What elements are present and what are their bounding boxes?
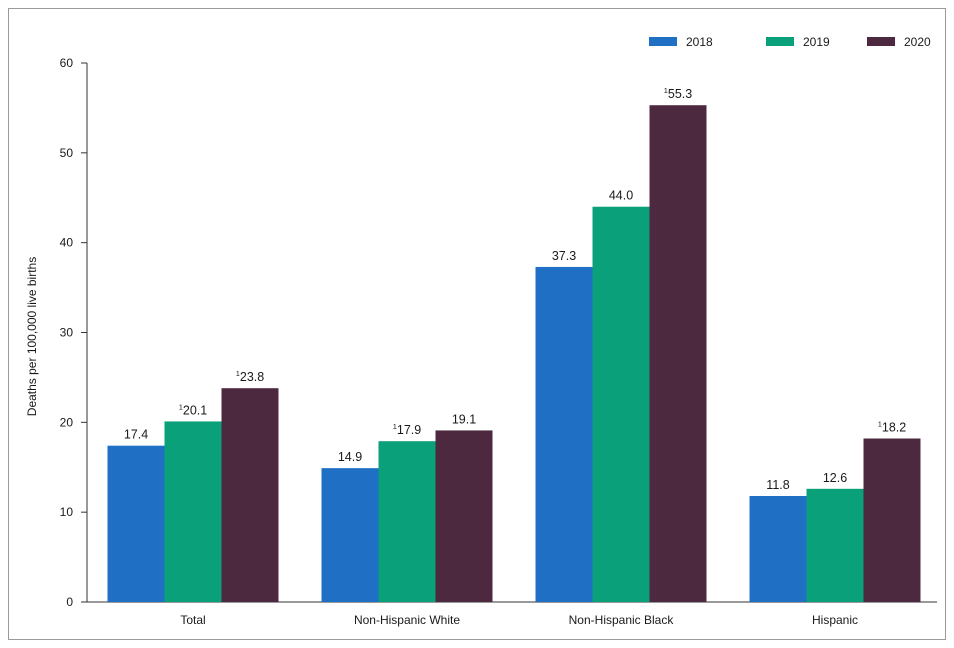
bar-2020-non-hispanic-black — [649, 105, 707, 602]
bar-2019-total — [164, 421, 222, 602]
bar-value-label: 117.9 — [393, 422, 422, 437]
legend-swatch-2018 — [649, 37, 677, 46]
y-tick-label: 20 — [60, 415, 74, 429]
x-category-label: Non-Hispanic White — [354, 613, 460, 627]
bar-value-label: 155.3 — [664, 86, 693, 101]
chart-frame: 0 10 20 30 40 50 60 Deaths per 100,000 live bir… — [8, 8, 946, 640]
bar-2018-non-hispanic-white — [321, 468, 379, 602]
footnote-marker: 1 — [236, 369, 240, 378]
bar-value-label: 44.0 — [609, 189, 633, 203]
footnote-marker: 1 — [179, 402, 183, 411]
footnote-marker: 1 — [393, 422, 397, 431]
bar-value-label: 14.9 — [338, 450, 362, 464]
bar-value-label: 17.4 — [124, 428, 148, 442]
bar-2019-non-hispanic-black — [592, 206, 650, 602]
x-category-label: Total — [180, 613, 205, 627]
bar-2020-hispanic — [863, 438, 921, 602]
y-axis-title: Deaths per 100,000 live births — [25, 257, 39, 416]
y-tick-label: 0 — [66, 595, 73, 609]
bar-2020-non-hispanic-white — [435, 430, 493, 602]
y-tick-label: 40 — [60, 236, 74, 250]
bar-value-label: 123.8 — [236, 369, 265, 384]
y-tick-label: 30 — [60, 326, 74, 340]
legend-label-2018: 2018 — [686, 35, 713, 49]
x-category-label: Non-Hispanic Black — [569, 613, 675, 627]
y-tick-label: 10 — [60, 505, 74, 519]
bar-2018-non-hispanic-black — [535, 266, 593, 602]
footnote-marker: 1 — [878, 420, 882, 429]
legend-swatch-2020 — [867, 37, 895, 46]
bar-2020-total — [221, 388, 279, 602]
y-tick-label: 50 — [60, 146, 74, 160]
bar-value-label: 11.8 — [766, 478, 789, 492]
footnote-marker: 1 — [664, 86, 668, 95]
y-tick-label: 60 — [60, 56, 74, 70]
bar-2018-total — [107, 445, 165, 602]
bar-2019-non-hispanic-white — [378, 441, 436, 602]
legend-label-2019: 2019 — [803, 35, 830, 49]
bar-2018-hispanic — [749, 495, 807, 602]
x-category-label: Hispanic — [812, 613, 858, 627]
bar-chart: 0 10 20 30 40 50 60 Deaths per 100,000 live bir… — [25, 35, 937, 627]
legend-label-2020: 2020 — [904, 35, 931, 49]
bar-2019-hispanic — [806, 488, 864, 602]
bar-value-label: 118.2 — [878, 420, 907, 435]
bar-value-label: 19.1 — [452, 412, 476, 426]
legend-swatch-2019 — [766, 37, 794, 46]
bar-value-label: 37.3 — [552, 249, 576, 263]
bar-value-label: 120.1 — [179, 402, 208, 417]
bar-value-label: 12.6 — [823, 471, 847, 485]
